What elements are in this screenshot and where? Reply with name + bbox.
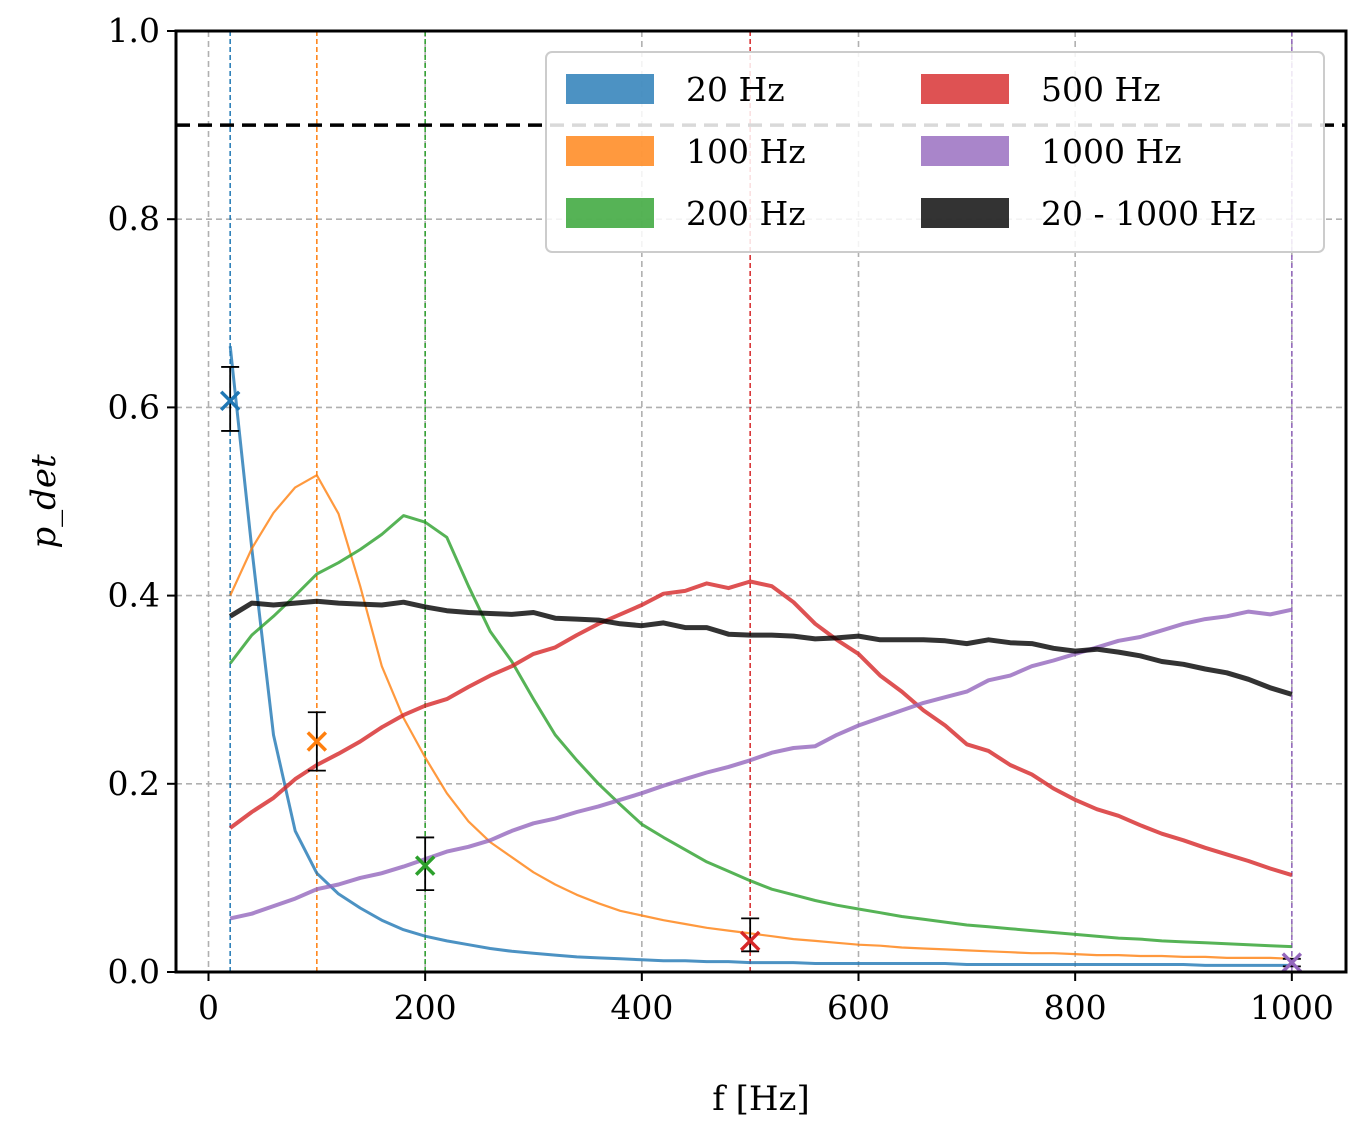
tick-layer: 0 200 400 600 800 1000 0.0 0.2 0.4 0.6 0.8 1.0 bbox=[108, 11, 1334, 1027]
y-tick-label: 1.0 bbox=[108, 11, 160, 50]
series-line bbox=[229, 607, 1293, 921]
y-tick-label: 0.6 bbox=[108, 387, 160, 426]
series-line bbox=[229, 579, 1293, 878]
legend: 20 Hz 100 Hz 200 Hz 500 Hz 1000 Hz 20 - 1000 … bbox=[545, 51, 1325, 253]
legend-swatch bbox=[921, 136, 1009, 166]
series-line bbox=[228, 346, 1292, 967]
measured-point-marker bbox=[219, 390, 241, 412]
series-layer bbox=[228, 346, 1293, 967]
measured-point-marker bbox=[306, 731, 328, 752]
series-line bbox=[229, 514, 1292, 949]
axes-frame bbox=[174, 29, 1348, 974]
y-axis-label: p_det bbox=[24, 454, 64, 549]
y-tick-label: 0.8 bbox=[108, 199, 160, 238]
axis-labels-layer: f [Hz] p_det bbox=[24, 454, 810, 1119]
legend-label: 200 Hz bbox=[686, 194, 806, 233]
x-tick-label: 600 bbox=[827, 988, 890, 1027]
measured-point-marker bbox=[739, 930, 761, 952]
measured-markers-layer bbox=[219, 366, 1303, 973]
legend-label: 1000 Hz bbox=[1041, 132, 1182, 171]
legend-label: 100 Hz bbox=[686, 132, 806, 171]
measured-point-marker bbox=[414, 855, 436, 876]
series-line bbox=[228, 598, 1293, 697]
legend-swatch bbox=[921, 198, 1009, 228]
legend-label: 20 Hz bbox=[686, 70, 785, 109]
measured-point-marker bbox=[1281, 952, 1303, 973]
y-tick-label: 0.0 bbox=[108, 952, 160, 991]
legend-swatch bbox=[566, 198, 654, 228]
legend-label: 20 - 1000 Hz bbox=[1041, 194, 1256, 233]
x-tick-label: 200 bbox=[394, 988, 457, 1027]
y-tick-label: 0.4 bbox=[108, 576, 160, 615]
legend-swatch bbox=[566, 74, 654, 104]
x-tick-label: 0 bbox=[198, 988, 219, 1027]
legend-swatch bbox=[921, 74, 1009, 104]
legend-label: 500 Hz bbox=[1041, 70, 1161, 109]
series-line bbox=[229, 474, 1292, 960]
x-tick-label: 400 bbox=[610, 988, 673, 1027]
x-axis-label: f [Hz] bbox=[712, 1079, 809, 1119]
legend-swatch bbox=[566, 136, 654, 166]
x-tick-label: 800 bbox=[1044, 988, 1107, 1027]
y-tick-label: 0.2 bbox=[108, 764, 160, 803]
x-tick-label: 1000 bbox=[1250, 988, 1334, 1027]
